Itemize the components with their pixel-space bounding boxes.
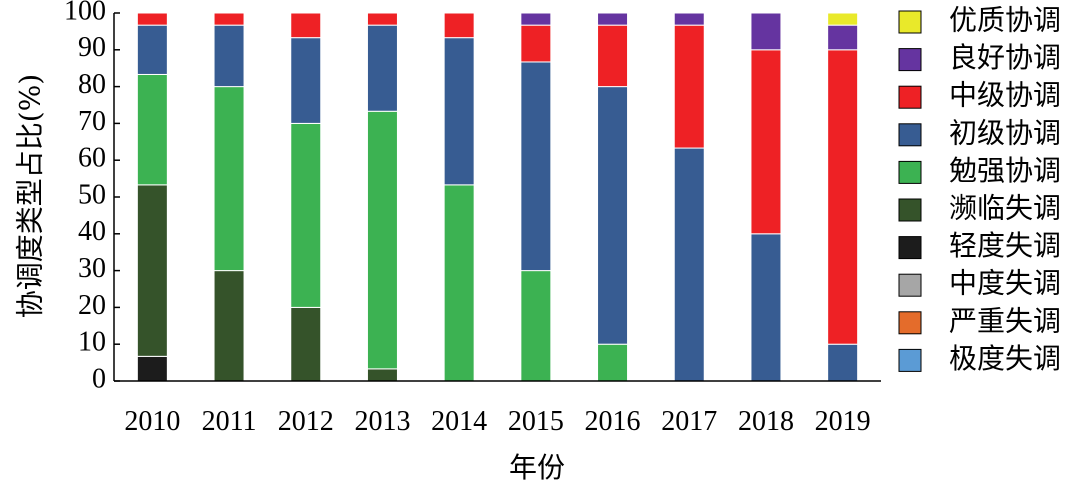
x-tick-label: 2016 (585, 406, 641, 437)
legend-label: 初级协调 (949, 116, 1061, 149)
y-tick-label: 80 (78, 69, 106, 100)
legend-swatch (898, 348, 922, 372)
legend-swatch (898, 48, 922, 72)
x-tick-label: 2013 (354, 406, 410, 437)
bar-segment (136, 12, 168, 26)
bar-segment (290, 306, 322, 382)
axes-group: 2010 2011 2012 2013 2014 2015 2016 2017 2018 2019… (64, 0, 881, 437)
bar-segment (213, 86, 245, 272)
bar-segment (750, 12, 782, 51)
legend-swatch (898, 160, 922, 184)
legend-label: 极度失调 (949, 342, 1061, 375)
legend-label: 中度失调 (949, 267, 1061, 300)
y-tick-label: 0 (92, 363, 106, 394)
bar-segment (597, 12, 629, 26)
y-tick-label: 10 (78, 327, 106, 358)
bar-segment (366, 24, 398, 112)
bar-segment (827, 12, 859, 26)
bar-segment (213, 24, 245, 88)
bar-segment (827, 343, 859, 382)
y-tick-label: 40 (78, 216, 106, 247)
legend-swatch (898, 123, 922, 147)
legend-swatch (898, 10, 922, 34)
bar-segment (827, 24, 859, 51)
bar-segment (673, 12, 705, 26)
bars-group (136, 12, 859, 382)
x-tick-label: 2014 (431, 406, 487, 437)
bar-segment (443, 12, 475, 39)
legend-label: 中级协调 (949, 79, 1061, 112)
legend-swatch (898, 85, 922, 109)
bar-segment (366, 368, 398, 382)
bar-segment (366, 110, 398, 370)
bar-segment (290, 122, 322, 308)
bar-segment (520, 270, 552, 382)
bar-segment (597, 343, 629, 382)
bar-segment (213, 12, 245, 26)
x-tick-label: 2010 (124, 406, 180, 437)
bar-segment (443, 37, 475, 186)
bar-segment (290, 37, 322, 124)
legend-label: 严重失调 (949, 304, 1061, 337)
y-tick-label: 90 (78, 32, 106, 63)
x-tick-label: 2017 (661, 406, 717, 437)
y-tick-label: 100 (64, 0, 106, 26)
y-axis-title: 协调度类型占比(%) (14, 74, 47, 318)
bar-segment (520, 61, 552, 272)
x-tick-label: 2012 (278, 406, 334, 437)
bar-segment (366, 12, 398, 26)
bar-segment (136, 184, 168, 357)
bar-segment (443, 184, 475, 382)
bar-segment (597, 86, 629, 345)
bar-segment (136, 73, 168, 186)
x-tick-label: 2019 (815, 406, 871, 437)
bar-segment (597, 24, 629, 88)
bar-segment (213, 270, 245, 382)
bar-segment (750, 49, 782, 235)
x-tick-label: 2011 (202, 406, 257, 437)
x-tick-label: 2015 (508, 406, 564, 437)
bar-segment (827, 49, 859, 345)
legend-swatch (898, 198, 922, 222)
y-tick-label: 50 (78, 179, 106, 210)
bar-segment (290, 12, 322, 39)
legend-label: 勉强协调 (949, 154, 1061, 187)
bar-segment (520, 24, 552, 63)
x-axis-title: 年份 (509, 451, 565, 484)
bar-segment (673, 147, 705, 382)
bar-segment (673, 24, 705, 149)
y-tick-label: 20 (78, 290, 106, 321)
legend-label: 濒临失调 (949, 192, 1061, 225)
legend-swatch (898, 273, 922, 297)
y-tick-label: 70 (78, 106, 106, 137)
bar-segment (136, 24, 168, 75)
legend-label: 优质协调 (949, 4, 1061, 37)
legend-swatch (898, 236, 922, 260)
bar-segment (750, 233, 782, 382)
y-tick-label: 60 (78, 143, 106, 174)
bar-segment (136, 355, 168, 382)
legend-swatch (898, 311, 922, 335)
bar-segment (520, 12, 552, 26)
legend-label: 良好协调 (949, 41, 1061, 74)
x-tick-label: 2018 (738, 406, 794, 437)
legend-label: 轻度失调 (949, 229, 1061, 262)
y-tick-label: 30 (78, 253, 106, 284)
